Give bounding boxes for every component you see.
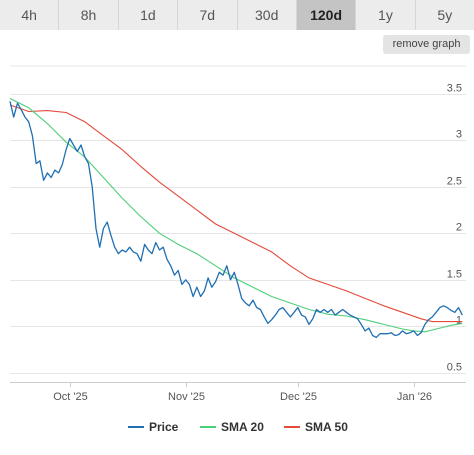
legend-label: SMA 50 <box>305 420 348 434</box>
tab-7d[interactable]: 7d <box>178 0 238 30</box>
y-tick-label: 1 <box>456 315 462 327</box>
x-tick-label: Jan '26 <box>397 391 432 403</box>
legend-item-sma20[interactable]: SMA 20 <box>200 420 264 434</box>
series-line-sma20 <box>9 98 463 333</box>
tab-120d[interactable]: 120d <box>296 0 357 30</box>
series-line-price <box>9 101 463 339</box>
tab-4h[interactable]: 4h <box>0 0 60 30</box>
tab-1d[interactable]: 1d <box>118 0 179 30</box>
y-tick-label: 3.5 <box>447 83 462 95</box>
price-chart: 0.5 1 1.5 2 2.5 3 3.5 Oct '25 Nov '25 Dec '25 Jan … <box>9 65 466 403</box>
legend-item-sma50[interactable]: SMA 50 <box>284 420 348 434</box>
x-tick-label: Nov '25 <box>168 391 205 403</box>
y-tick-label: 1.5 <box>447 269 462 281</box>
legend-swatch-sma50 <box>284 426 300 428</box>
legend-swatch-sma20 <box>200 426 216 428</box>
x-tick-label: Dec '25 <box>280 391 317 403</box>
legend-label: Price <box>149 420 179 434</box>
series-line-sma50 <box>9 104 463 323</box>
tab-1y[interactable]: 1y <box>356 0 416 30</box>
y-tick-label: 3 <box>456 129 462 141</box>
legend-label: SMA 20 <box>221 420 264 434</box>
y-tick-label: 0.5 <box>447 362 462 374</box>
tab-30d[interactable]: 30d <box>237 0 297 30</box>
chart-legend: Price SMA 20 SMA 50 <box>0 420 474 440</box>
y-tick-label: 2.5 <box>447 176 462 188</box>
tab-5y[interactable]: 5y <box>415 0 474 30</box>
x-tick-label: Oct '25 <box>53 391 88 403</box>
y-tick-label: 2 <box>456 222 462 234</box>
timeframe-tabs: 4h 8h 1d 7d 30d 120d 1y 5y <box>0 0 474 30</box>
remove-graph-button[interactable]: remove graph <box>383 35 470 54</box>
legend-item-price[interactable]: Price <box>128 420 178 434</box>
tab-8h[interactable]: 8h <box>59 0 119 30</box>
legend-swatch-price <box>128 426 144 428</box>
